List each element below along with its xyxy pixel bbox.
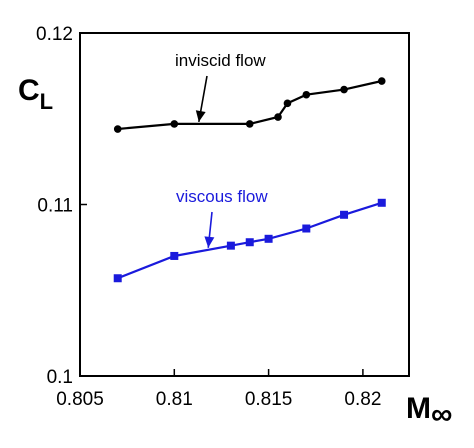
data-point [113,274,122,283]
data-point [283,99,292,108]
annotation-1: viscous flow [176,187,268,248]
x-axis-title: M∞ [406,392,452,431]
series-line [117,201,383,280]
data-point [226,241,235,250]
data-point [113,125,122,133]
x-tick-label: 0.81 [156,389,193,410]
data-point [302,224,311,233]
y-axis-title: CL [18,74,53,114]
series-layer [113,77,386,283]
x-tick-label: 0.82 [344,389,381,410]
data-point [377,77,386,85]
data-point [264,234,273,243]
y-axis-title-subscript: L [40,89,53,114]
x-axis-title-main: M [406,392,431,425]
y-axis-title-main: C [18,74,40,107]
annotation-0: inviscid flow [175,51,266,123]
annotation-arrowhead [195,110,206,122]
data-point [340,85,348,94]
x-tick-label: 0.805 [56,389,104,410]
series-line [117,79,383,131]
series-0 [113,77,386,133]
y-axis: 0.1 0.11 0.12 [36,24,87,388]
x-axis: 0.805 0.81 0.815 0.82 [56,369,381,410]
data-point [245,238,254,247]
data-point [245,120,254,128]
x-tick-label: 0.815 [245,389,293,410]
annotation-label: viscous flow [176,187,268,206]
data-point [377,198,386,207]
data-point [302,90,311,99]
annotation-arrowhead [204,236,215,248]
data-point [274,113,282,121]
y-tick-label: 0.12 [36,24,73,45]
y-tick-label: 0.11 [37,196,73,217]
annotation-layer: inviscid flow viscous flow [175,51,268,248]
data-point [340,210,349,219]
series-1 [113,198,386,283]
data-point [170,120,179,128]
x-axis-title-subscript: ∞ [431,398,452,431]
data-point [170,251,179,260]
annotation-label: inviscid flow [175,51,266,70]
y-tick-label: 0.1 [47,367,73,388]
